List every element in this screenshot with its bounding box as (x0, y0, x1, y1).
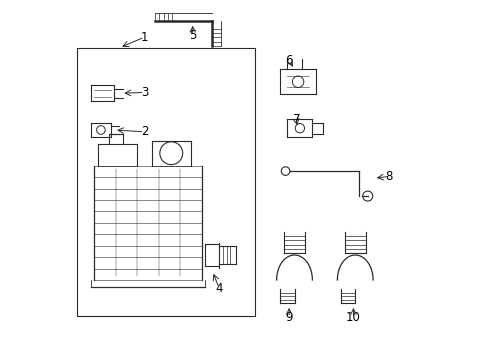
Text: 5: 5 (189, 29, 196, 42)
Text: 4: 4 (215, 283, 223, 296)
Text: 8: 8 (385, 170, 392, 183)
Bar (77, 48, 255, 316)
Text: 7: 7 (292, 113, 300, 126)
Text: 1: 1 (141, 31, 148, 44)
Text: 2: 2 (141, 125, 148, 138)
Text: 10: 10 (346, 311, 360, 324)
Text: 9: 9 (285, 311, 292, 324)
Text: 6: 6 (285, 54, 292, 67)
Text: 3: 3 (141, 86, 148, 99)
